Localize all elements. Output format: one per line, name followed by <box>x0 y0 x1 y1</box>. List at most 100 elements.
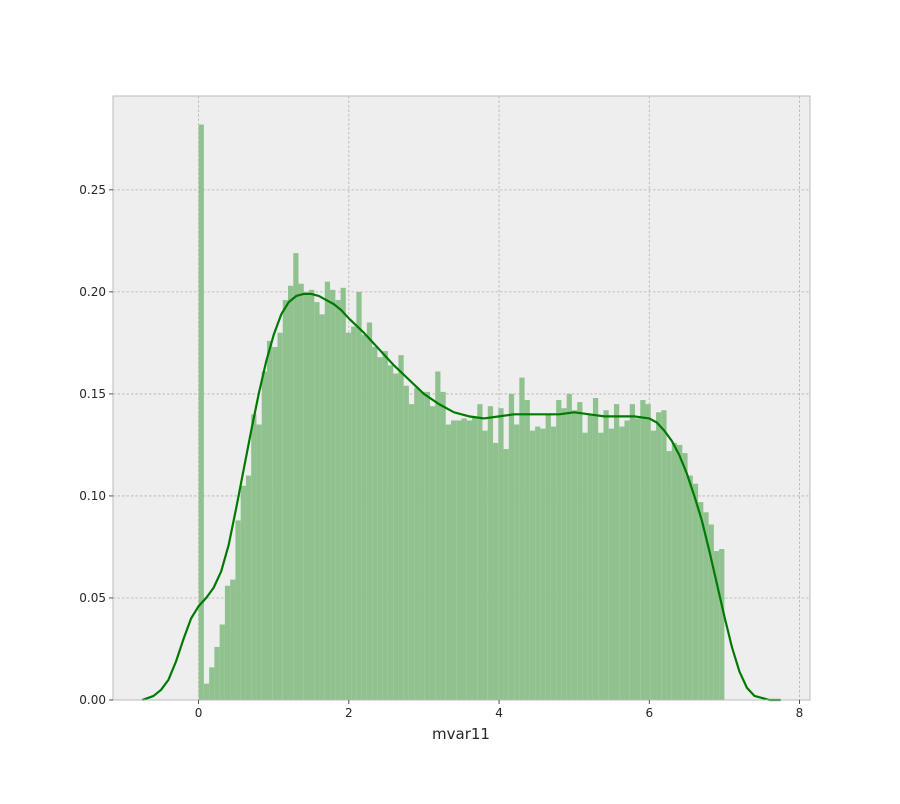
histogram-bar <box>382 351 388 700</box>
histogram-bar <box>330 289 336 700</box>
histogram-bar <box>224 585 231 700</box>
histogram-bar <box>640 400 646 700</box>
histogram-bar <box>713 551 720 700</box>
histogram-bar <box>540 428 546 700</box>
histogram-bar <box>498 408 504 700</box>
histogram-bar <box>624 420 630 700</box>
histogram-bar <box>566 393 572 700</box>
histogram-bar <box>682 453 688 700</box>
histogram-bar <box>245 475 252 700</box>
histogram-bar <box>535 426 541 700</box>
histogram-bar <box>387 365 394 700</box>
histogram-bar <box>251 414 257 700</box>
y-tick-label: 0.05 <box>79 591 106 605</box>
histogram-bar <box>435 371 441 700</box>
histogram-bar <box>613 404 620 700</box>
histogram-bar <box>209 667 215 700</box>
histogram-bar <box>219 624 225 700</box>
histogram-bar <box>661 410 667 700</box>
x-tick-label: 8 <box>796 706 804 720</box>
histogram-bar <box>214 646 220 700</box>
histogram-bar <box>419 391 425 700</box>
x-tick-label: 6 <box>645 706 653 720</box>
histogram-bar <box>240 485 246 700</box>
histogram-bar <box>335 300 341 700</box>
histogram-bar <box>277 332 283 700</box>
x-tick-label: 2 <box>345 706 353 720</box>
histogram-bar <box>424 391 430 700</box>
histogram-bar <box>514 424 520 700</box>
histogram-bar <box>414 387 420 700</box>
histogram-bar <box>203 683 210 700</box>
histogram-bar <box>487 406 494 700</box>
histogram-bar <box>398 355 404 700</box>
histogram-bar <box>608 428 614 700</box>
histogram-bar <box>550 426 557 700</box>
histogram-bar <box>629 404 635 700</box>
y-tick-label: 0.20 <box>79 285 106 299</box>
y-axis-ticks: 0.00 0.05 0.10 0.15 0.20 0.25 <box>79 183 113 707</box>
histogram-bar <box>698 502 704 700</box>
histogram-bar <box>403 385 409 700</box>
histogram-bar <box>466 420 473 700</box>
histogram-bar <box>450 420 457 700</box>
histogram-bar <box>666 451 672 700</box>
histogram-bar <box>592 398 599 700</box>
histogram-bar <box>582 432 588 700</box>
histogram-bar <box>545 414 551 700</box>
kde-line <box>141 292 781 702</box>
histogram-bar <box>634 418 641 700</box>
x-tick-label: 0 <box>195 706 203 720</box>
histogram-bar <box>303 291 310 700</box>
histogram-bar <box>445 424 451 700</box>
histogram-bar <box>508 393 515 700</box>
histogram-bar <box>261 371 267 700</box>
x-tick-label: 4 <box>495 706 503 720</box>
histogram-bar <box>198 124 204 700</box>
histogram-bar <box>393 373 399 700</box>
histogram-bar <box>556 400 562 700</box>
histogram-bar <box>524 400 530 700</box>
y-tick-label: 0.25 <box>79 183 106 197</box>
histogram-bar <box>677 444 683 700</box>
histogram-bar <box>298 283 304 700</box>
histogram-bar <box>440 391 446 700</box>
histogram-bar <box>708 524 714 700</box>
histogram-bar <box>319 314 325 700</box>
histogram-bar <box>561 408 567 700</box>
plot-frame <box>112 95 811 701</box>
histogram-bar <box>366 322 373 700</box>
histogram-bar <box>477 404 483 700</box>
histogram-bar <box>345 332 352 700</box>
histogram-bar <box>571 410 578 700</box>
histogram-bar <box>282 300 289 700</box>
x-axis-ticks: 0 2 4 6 8 <box>195 700 804 720</box>
histogram-bar <box>619 426 625 700</box>
y-tick-label: 0.15 <box>79 387 106 401</box>
histogram-bar <box>650 430 657 700</box>
histogram-bar <box>235 520 241 700</box>
histogram-bars <box>198 124 725 700</box>
histogram-bar <box>577 402 583 700</box>
histogram-bar <box>703 512 709 700</box>
histogram-bar <box>429 406 436 700</box>
histogram-bar <box>324 281 331 700</box>
histogram-bar <box>230 579 236 700</box>
histogram-bar <box>671 442 678 700</box>
histogram-bar <box>288 285 294 700</box>
y-tick-label: 0.00 <box>79 693 106 707</box>
histogram-bar <box>372 346 378 700</box>
histogram-bar <box>340 287 346 700</box>
histogram-bar <box>472 416 478 700</box>
histogram-bar <box>656 412 662 700</box>
histogram-bar <box>519 377 525 700</box>
histogram-bar <box>587 414 593 700</box>
histogram-bar <box>493 442 499 700</box>
histogram-bar <box>256 424 262 700</box>
histogram-bar <box>461 418 467 700</box>
x-axis-label: mvar11 <box>432 725 490 743</box>
histogram-bar <box>377 357 383 700</box>
histogram-bar <box>645 404 651 700</box>
